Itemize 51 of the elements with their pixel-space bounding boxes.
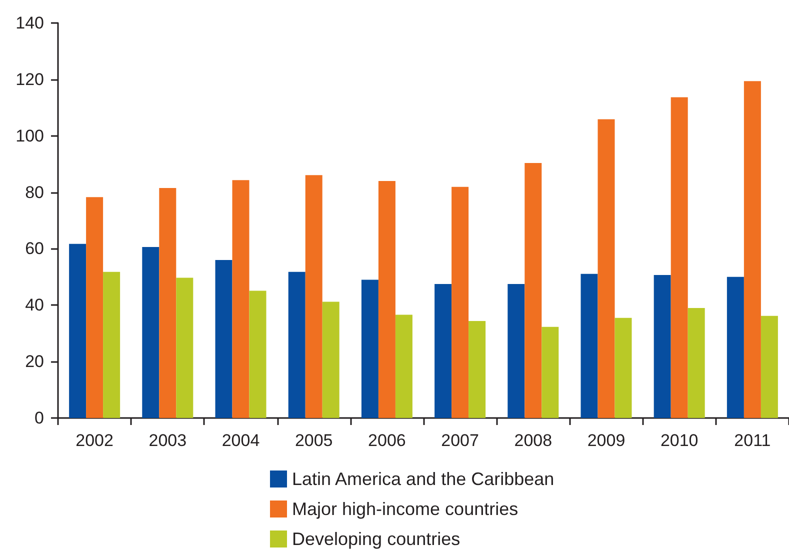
y-tick-label: 0	[34, 408, 44, 428]
bar	[726, 276, 744, 418]
bar	[378, 181, 396, 418]
bar	[452, 186, 469, 418]
bar	[614, 318, 632, 418]
bar	[580, 274, 598, 418]
bar	[305, 175, 322, 418]
bar	[395, 314, 412, 418]
x-tick-label: 2004	[222, 431, 260, 450]
y-tick-label: 100	[16, 126, 44, 146]
x-tick-label: 2002	[76, 431, 114, 450]
legend-label: Developing countries	[292, 529, 460, 549]
x-tick-label: 2008	[514, 431, 552, 450]
bar	[232, 180, 250, 418]
x-tick-label: 2006	[368, 431, 406, 450]
bar	[142, 247, 160, 418]
y-tick-label: 20	[25, 352, 44, 372]
bar	[361, 280, 378, 418]
y-tick-label: 40	[25, 296, 44, 315]
y-tick-label: 120	[16, 70, 44, 89]
x-tick-label: 2009	[587, 431, 626, 450]
bar	[288, 272, 306, 418]
y-tick-label: 60	[25, 239, 44, 258]
bar	[215, 260, 232, 418]
bar	[744, 81, 761, 418]
bar	[434, 284, 452, 418]
bar	[760, 316, 778, 418]
bar	[322, 302, 340, 418]
y-tick-label: 140	[16, 14, 44, 32]
bar	[103, 272, 120, 418]
x-tick-label: 2005	[294, 431, 333, 450]
x-tick-label: 2003	[148, 431, 187, 450]
bar	[524, 162, 542, 418]
bar	[670, 97, 688, 418]
bar	[542, 326, 559, 418]
y-tick-label: 80	[25, 182, 44, 202]
legend-label: Latin America and the Caribbean	[292, 469, 554, 489]
bar	[508, 284, 525, 418]
x-tick-label: 2007	[441, 431, 479, 450]
bar	[159, 188, 176, 418]
bar	[86, 197, 104, 418]
bar	[598, 119, 615, 418]
bar	[654, 274, 671, 418]
x-tick-label: 2011	[734, 431, 771, 450]
bar	[249, 290, 266, 418]
x-tick-label: 2010	[660, 431, 698, 450]
bar	[468, 320, 486, 418]
bar	[69, 244, 86, 418]
bar	[688, 308, 705, 418]
legend-label: Major high-income countries	[292, 499, 518, 519]
bar	[176, 278, 194, 418]
